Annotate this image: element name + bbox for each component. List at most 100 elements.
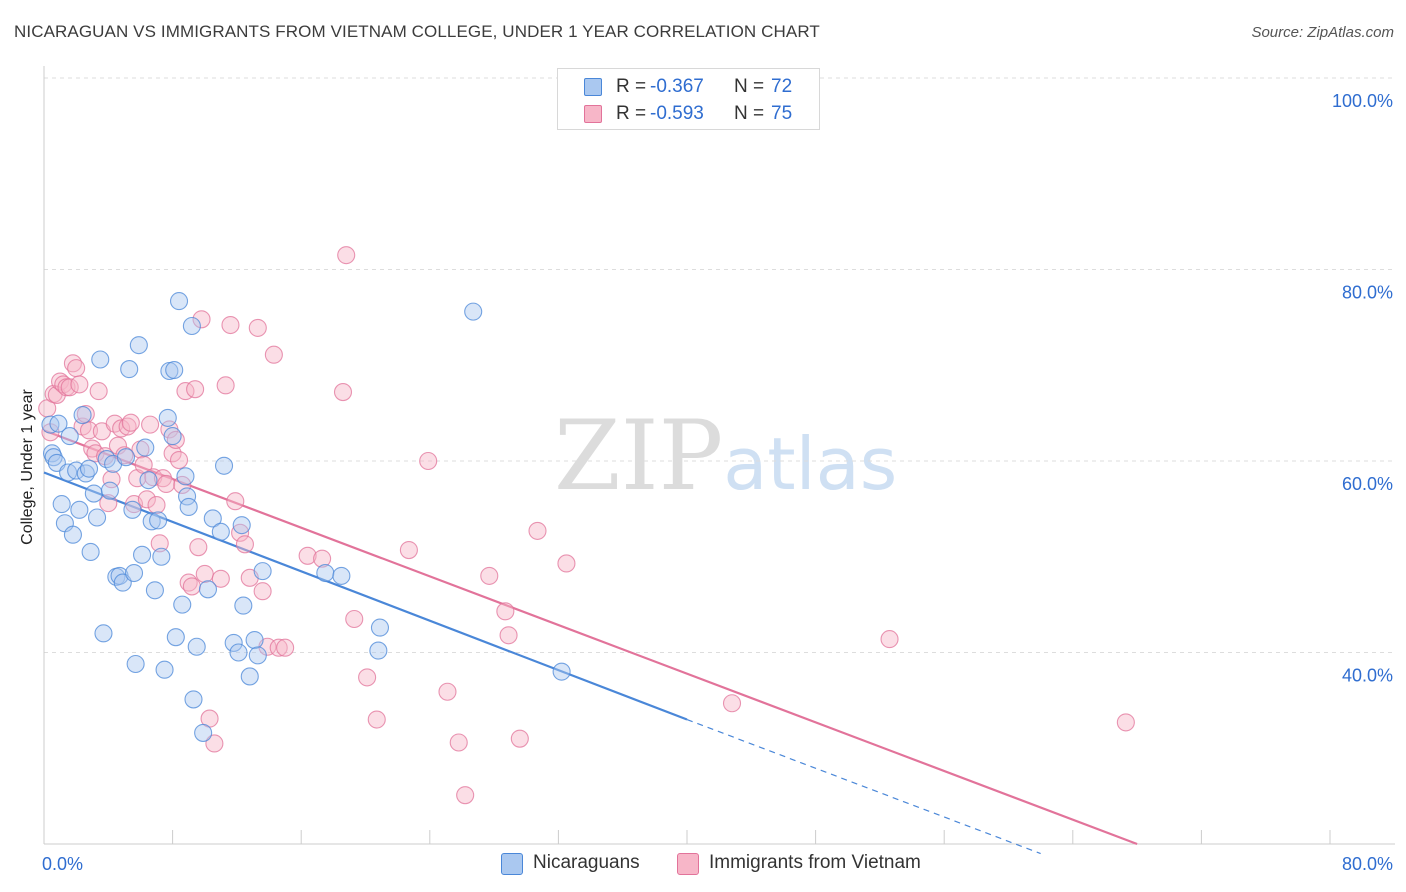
point-nicaraguans (464, 302, 483, 321)
point-vietnam (528, 521, 547, 540)
trend-extension-nicaraguans (686, 718, 1041, 855)
point-nicaraguans (203, 509, 222, 528)
point-nicaraguans (332, 566, 351, 585)
point-nicaraguans (63, 525, 82, 544)
point-vietnam (79, 421, 99, 440)
point-nicaraguans (123, 500, 142, 519)
point-vietnam (235, 535, 254, 554)
point-nicaraguans (70, 500, 89, 519)
point-nicaraguans (116, 448, 136, 467)
point-vietnam (456, 786, 475, 805)
point-nicaraguans (100, 481, 119, 500)
n-value: 72 (771, 76, 793, 97)
point-nicaraguans (91, 350, 110, 369)
x-tick-label: 80.0% (1342, 854, 1393, 874)
point-nicaraguans (126, 654, 145, 674)
watermark: ZIPatlas (554, 400, 897, 512)
y-tick-label: 100.0% (1332, 91, 1393, 111)
point-nicaraguans (165, 360, 184, 380)
point-vietnam (186, 380, 205, 399)
point-nicaraguans (179, 497, 198, 517)
point-nicaraguans (94, 624, 113, 643)
trend-lines (43, 429, 1138, 855)
legend-swatch-nicaraguans (501, 853, 523, 875)
point-nicaraguans (73, 405, 92, 425)
point-nicaraguans (198, 580, 218, 599)
point-nicaraguans (158, 408, 177, 427)
point-nicaraguans (155, 660, 174, 679)
legend-label: Nicaraguans (533, 852, 640, 873)
correlation-stats-box: R = -0.367 N = 72 R = -0.593 N = 75 (557, 68, 820, 130)
point-nicaraguans (133, 545, 152, 564)
point-vietnam (112, 419, 131, 438)
point-vietnam (367, 710, 386, 729)
point-nicaraguans (145, 581, 164, 600)
point-vietnam (121, 413, 140, 432)
point-vietnam (253, 582, 272, 601)
y-tick-label: 60.0% (1342, 474, 1393, 494)
point-nicaraguans (149, 511, 168, 530)
point-nicaraguans (370, 618, 390, 637)
stats-swatch-vietnam (584, 105, 602, 123)
point-nicaraguans (194, 723, 213, 742)
point-nicaraguans (316, 563, 335, 583)
point-nicaraguans (136, 438, 155, 457)
n-label: N = (734, 103, 765, 124)
point-vietnam (141, 415, 160, 434)
point-nicaraguans (44, 448, 63, 467)
point-vietnam (102, 470, 121, 489)
r-label: R = (616, 76, 647, 97)
point-vietnam (192, 310, 211, 329)
point-vietnam (211, 569, 230, 588)
point-vietnam (438, 682, 457, 701)
point-vietnam (67, 359, 86, 378)
point-vietnam (137, 490, 156, 509)
r-value: -0.593 (650, 103, 704, 124)
point-vietnam (269, 638, 288, 657)
point-nicaraguans (87, 508, 107, 527)
point-vietnam (345, 609, 364, 629)
point-vietnam (313, 549, 332, 568)
point-vietnam (496, 602, 515, 621)
point-vietnam (147, 495, 166, 515)
point-nicaraguans (552, 662, 571, 681)
r-label: R = (616, 103, 647, 124)
point-nicaraguans (79, 459, 99, 478)
legend-swatch-vietnam (677, 853, 699, 875)
point-vietnam (216, 376, 235, 395)
point-vietnam (557, 554, 576, 573)
point-nicaraguans (224, 633, 243, 652)
point-nicaraguans (248, 646, 267, 665)
gridlines (44, 77, 1395, 653)
point-vietnam (499, 626, 518, 645)
point-nicaraguans (187, 637, 206, 656)
point-nicaraguans (52, 495, 71, 514)
legend-label: Immigrants from Vietnam (709, 852, 921, 873)
point-vietnam (182, 577, 201, 596)
point-nicaraguans (84, 484, 103, 503)
watermark-zip: ZIP (554, 400, 724, 512)
point-vietnam (449, 733, 468, 752)
point-vietnam (480, 566, 499, 585)
point-nicaraguans (169, 292, 189, 311)
point-nicaraguans (232, 516, 251, 535)
point-vietnam (399, 540, 418, 560)
point-nicaraguans (152, 547, 171, 566)
point-nicaraguans (163, 427, 182, 446)
point-nicaraguans (129, 336, 148, 355)
point-vietnam (150, 534, 169, 553)
trend-line-nicaraguans (43, 471, 688, 721)
point-vietnam (298, 546, 317, 565)
point-nicaraguans (182, 316, 201, 336)
point-vietnam (248, 318, 267, 337)
point-nicaraguans (142, 512, 161, 531)
point-vietnam (157, 474, 176, 494)
point-vietnam (89, 382, 108, 401)
point-nicaraguans (166, 628, 185, 647)
point-vietnam (722, 694, 742, 713)
point-vietnam (70, 375, 89, 394)
point-vietnam (231, 523, 250, 542)
n-value: 75 (771, 103, 793, 124)
point-vietnam (189, 538, 208, 557)
